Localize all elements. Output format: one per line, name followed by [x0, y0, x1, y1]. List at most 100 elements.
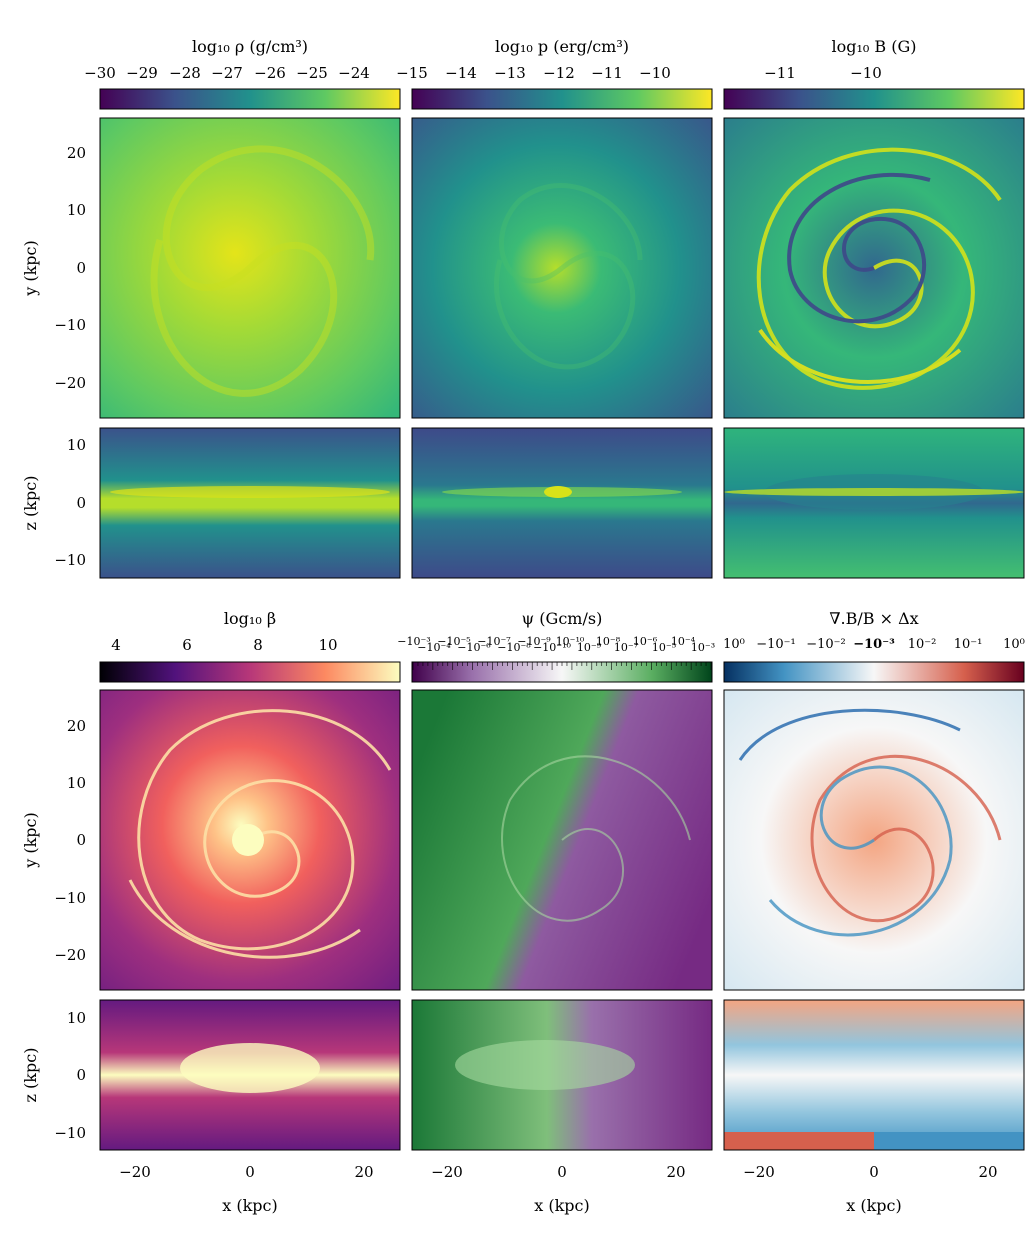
tick-label: 20: [67, 717, 86, 735]
colorbar-label-bfield: log₁₀ B (G): [831, 37, 916, 56]
tick-label: −10⁻⁹: [517, 635, 551, 648]
tick-label: −24: [338, 64, 370, 82]
tick-label: −28: [169, 64, 201, 82]
colorbar-psi-minor-ticks: [412, 662, 712, 670]
xlabel-middle: x (kpc): [534, 1196, 590, 1215]
beta-xz-map: [99, 999, 401, 1151]
tick-label: −20: [743, 1163, 775, 1181]
yticks-xz-top: 10 0 −10: [54, 436, 86, 569]
divb-xz-map: [723, 999, 1025, 1151]
tick-label: −27: [211, 64, 243, 82]
tick-label: 0: [557, 1163, 567, 1181]
tick-label: −20: [54, 374, 86, 392]
tick-label: 10: [67, 1009, 86, 1027]
tick-label: 0: [76, 1066, 86, 1084]
colorbar-ticks-beta: 4 6 8 10: [111, 636, 337, 654]
tick-label: 0: [76, 259, 86, 277]
divb-xy-map: [723, 689, 1025, 991]
tick-label: 10⁻²: [908, 637, 937, 652]
tick-label: 8: [253, 636, 263, 654]
tick-label: −10⁻⁴: [417, 641, 451, 654]
tick-label: −10⁻⁸: [497, 641, 531, 654]
pressure-xz-map: [411, 427, 713, 579]
tick-label: −10⁻⁵: [437, 635, 470, 648]
colorbar-ticks-pressure: −15 −14 −13 −12 −11 −10: [396, 64, 671, 82]
colorbar-density: [99, 88, 401, 110]
yticks-xz-bottom: 10 0 −10: [54, 1009, 86, 1142]
tick-label: 10: [67, 436, 86, 454]
tick-label: −26: [254, 64, 286, 82]
tick-label: 10: [67, 774, 86, 792]
yticks-xy-top: 20 10 0 −10 −20: [54, 144, 86, 392]
tick-label: −10: [54, 316, 86, 334]
tick-label: −10: [639, 64, 671, 82]
colorbar-label-pressure: log₁₀ p (erg/cm³): [495, 37, 629, 56]
ylabel-xz-bottom: z (kpc): [21, 1048, 40, 1103]
tick-label: 10⁻⁵: [652, 641, 676, 654]
xlabel-left: x (kpc): [222, 1196, 278, 1215]
bottom-block: log₁₀ β ψ (Gcm/s) ∇.B/B × Δx 4 6 8 10 −1…: [21, 609, 1025, 1215]
bfield-xy-map: [723, 117, 1025, 419]
tick-label: 10⁰: [1003, 637, 1025, 652]
xticks-left: −20 0 20: [119, 1163, 373, 1181]
tick-label: 10⁻⁷: [614, 641, 639, 654]
colorbar-beta: [99, 661, 401, 683]
colorbar-ticks-density: −30 −29 −28 −27 −26 −25 −24: [84, 64, 370, 82]
tick-label: 6: [182, 636, 192, 654]
colorbar-label-beta: log₁₀ β: [224, 609, 276, 628]
density-xy-map: [99, 117, 401, 419]
tick-label: 0: [76, 831, 86, 849]
tick-label: −14: [445, 64, 477, 82]
tick-label: 20: [67, 144, 86, 162]
tick-label: 0: [245, 1163, 255, 1181]
tick-label: 10: [67, 201, 86, 219]
tick-label: −10⁻¹: [756, 637, 796, 652]
colorbar-bfield: [723, 88, 1025, 110]
colorbar-label-psi: ψ (Gcm/s): [522, 609, 603, 628]
colorbar-divb: [723, 661, 1025, 683]
tick-label: −20: [54, 946, 86, 964]
ylabel-xz-top: z (kpc): [21, 476, 40, 531]
ylabel-xy-bottom: y (kpc): [21, 812, 40, 869]
yticks-xy-bottom: 20 10 0 −10 −20: [54, 717, 86, 964]
tick-label: −10: [54, 1124, 86, 1142]
tick-label: 10⁻³: [691, 641, 715, 654]
xticks-middle: −20 0 20: [431, 1163, 685, 1181]
tick-label: 10⁻¹⁰: [556, 635, 585, 648]
tick-label: −12: [543, 64, 575, 82]
tick-label: 0: [869, 1163, 879, 1181]
xlabel-right: x (kpc): [846, 1196, 902, 1215]
tick-label: 4: [111, 636, 121, 654]
tick-label: 10⁰: [723, 637, 745, 652]
tick-label: −13: [494, 64, 526, 82]
beta-xy-map: [99, 689, 401, 991]
colorbar-ticks-psi: −10⁻³ −10⁻⁴ −10⁻⁵ −10⁻⁶ −10⁻⁷ −10⁻⁸ −10⁻…: [397, 635, 715, 654]
colorbar-label-density: log₁₀ ρ (g/cm³): [192, 37, 308, 56]
tick-label: −10⁻⁶: [457, 641, 491, 654]
tick-label: −10⁻¹⁰: [533, 641, 571, 654]
psi-xy-map: [411, 689, 713, 991]
tick-label: −10: [54, 889, 86, 907]
tick-label: 20: [354, 1163, 373, 1181]
bfield-xz-map: [723, 427, 1025, 579]
tick-label: −11: [764, 64, 796, 82]
tick-label: 10: [318, 636, 337, 654]
colorbar-ticks-bfield: −11 −10: [764, 64, 882, 82]
tick-label: −10⁻³: [853, 637, 895, 652]
pressure-xy-map: [411, 117, 713, 419]
tick-label: 10⁻⁴: [671, 635, 696, 648]
tick-label: −20: [119, 1163, 151, 1181]
top-block: log₁₀ ρ (g/cm³) log₁₀ p (erg/cm³) log₁₀ …: [21, 37, 1025, 579]
tick-label: 0: [76, 494, 86, 512]
tick-label: 10⁻¹: [954, 637, 983, 652]
tick-label: −11: [591, 64, 623, 82]
tick-label: 20: [978, 1163, 997, 1181]
tick-label: −10: [54, 551, 86, 569]
tick-label: −29: [126, 64, 158, 82]
colorbar-ticks-divb: 10⁰ −10⁻¹ −10⁻² −10⁻³ 10⁻² 10⁻¹ 10⁰: [723, 637, 1025, 652]
tick-label: −10⁻³: [397, 635, 430, 648]
tick-label: −25: [296, 64, 328, 82]
xticks-right: −20 0 20: [743, 1163, 997, 1181]
colorbar-pressure: [411, 88, 713, 110]
